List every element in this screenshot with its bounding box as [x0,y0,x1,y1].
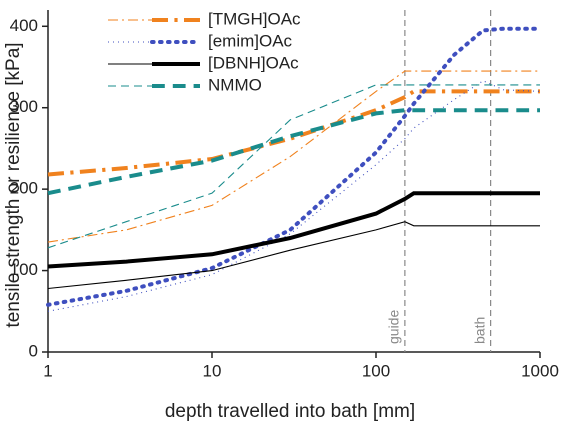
line-thin [47,84,540,249]
legend-label: [TMGH]OAc [208,9,301,28]
legend-label: [emim]OAc [208,31,293,50]
annotation: guide [386,310,402,344]
x-tick-label: 100 [362,361,390,380]
y-tick-label: 100 [10,260,38,279]
line-thick [47,89,540,177]
line-thick [47,191,540,269]
line-thick [46,26,542,307]
x-tick-label: 1000 [521,361,559,380]
line-thin [47,221,540,290]
y-axis-title: tensile strength or resilience [kPa] [3,42,24,327]
x-axis-title: depth travelled into bath [mm] [165,401,415,422]
x-tick-label: 10 [203,361,222,380]
legend-label: NMMO [208,75,262,94]
line-thick [47,108,540,196]
line-thin [47,80,541,312]
y-tick-label: 0 [29,341,38,360]
y-tick-label: 200 [10,179,38,198]
annotation: bath [471,317,487,344]
line-thin [47,70,540,243]
legend-label: [DBNH]OAc [208,53,299,72]
x-tick-label: 1 [43,361,52,380]
y-tick-label: 300 [10,97,38,116]
y-tick-label: 400 [10,16,38,35]
